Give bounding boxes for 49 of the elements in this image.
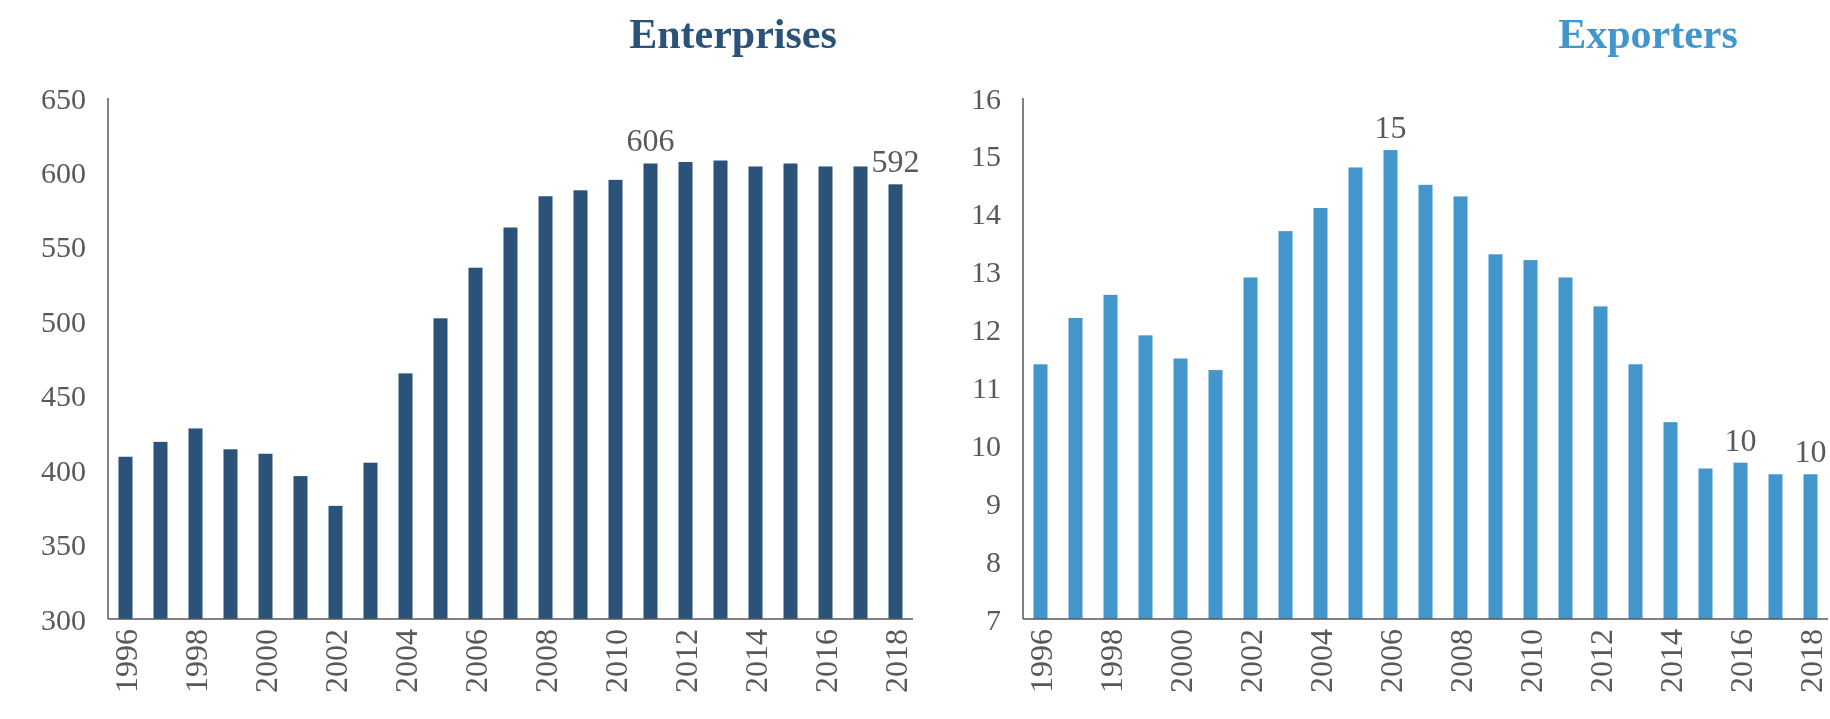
x-tick-label: 1996 xyxy=(107,629,144,693)
x-tick-label: 2008 xyxy=(1442,629,1479,693)
chart-title: Exporters xyxy=(1558,11,1738,57)
y-tick-label: 450 xyxy=(41,379,86,413)
x-tick-label: 1998 xyxy=(177,629,214,693)
x-tick-label: 2004 xyxy=(387,629,424,693)
x-tick-label: 1996 xyxy=(1022,629,1059,693)
x-tick-label: 2008 xyxy=(527,629,564,693)
data-label: 10 xyxy=(1724,421,1757,458)
x-tick-label: 2002 xyxy=(317,629,354,693)
x-tick-label: 2016 xyxy=(1722,629,1759,693)
x-tick-label: 2012 xyxy=(1582,629,1619,693)
y-tick-label: 16 xyxy=(971,81,1001,115)
y-tick-label: 500 xyxy=(41,304,86,338)
x-tick-label: 2000 xyxy=(1162,629,1199,693)
data-label: 592 xyxy=(871,143,920,180)
y-tick-label: 11 xyxy=(972,370,1001,404)
y-tick-label: 9 xyxy=(986,486,1001,520)
y-tick-label: 12 xyxy=(971,313,1001,347)
y-tick-label: 15 xyxy=(971,139,1001,173)
y-tick-label: 13 xyxy=(971,255,1001,289)
x-tick-label: 1998 xyxy=(1092,629,1129,693)
y-tick-label: 600 xyxy=(41,155,86,189)
y-tick-label: 10 xyxy=(971,428,1001,462)
y-tick-label: 350 xyxy=(41,528,86,562)
y-tick-label: 8 xyxy=(986,544,1001,578)
x-tick-label: 2002 xyxy=(1232,629,1269,693)
data-label: 606 xyxy=(626,122,675,159)
y-tick-label: 14 xyxy=(971,197,1001,231)
x-tick-label: 2004 xyxy=(1302,629,1339,693)
chart-title: Enterprises xyxy=(629,11,837,57)
data-label: 15 xyxy=(1374,109,1407,146)
x-tick-label: 2014 xyxy=(737,629,774,693)
x-tick-label: 2018 xyxy=(1792,629,1829,693)
x-tick-label: 2012 xyxy=(667,629,704,693)
y-tick-label: 650 xyxy=(41,81,86,115)
y-tick-label: 300 xyxy=(41,602,86,636)
y-tick-label: 550 xyxy=(41,230,86,264)
x-tick-label: 2010 xyxy=(1512,629,1549,693)
x-tick-label: 2016 xyxy=(807,629,844,693)
x-tick-label: 2006 xyxy=(1372,629,1409,693)
y-tick-label: 7 xyxy=(986,602,1001,636)
y-tick-label: 400 xyxy=(41,453,86,487)
x-tick-label: 2018 xyxy=(877,629,914,693)
x-tick-label: 2006 xyxy=(457,629,494,693)
x-tick-label: 2000 xyxy=(247,629,284,693)
x-tick-label: 2010 xyxy=(597,629,634,693)
x-tick-label: 2014 xyxy=(1652,629,1689,693)
data-label: 10 xyxy=(1794,433,1827,470)
